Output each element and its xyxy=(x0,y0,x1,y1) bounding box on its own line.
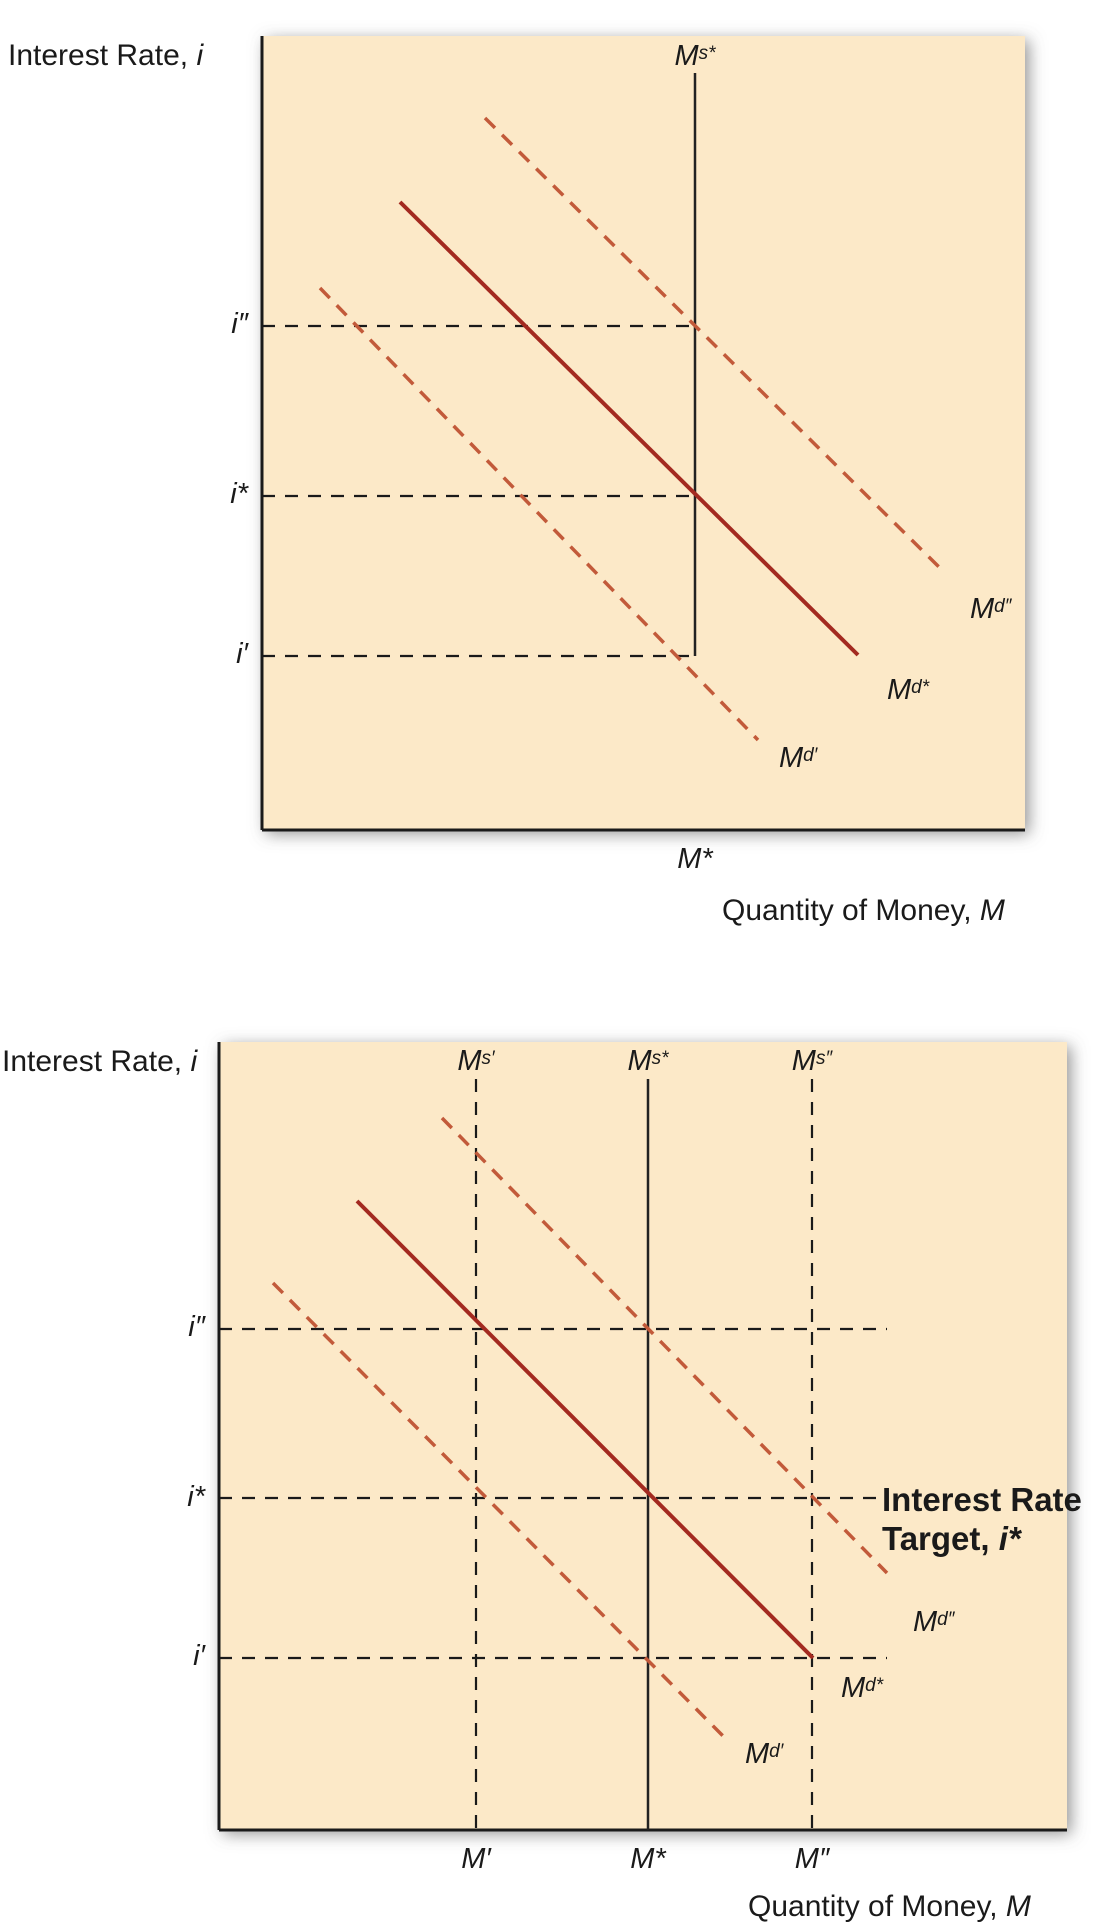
svg-text:Quantity of Money, M: Quantity of Money, M xyxy=(748,1890,1031,1923)
svg-text:Target, i*: Target, i* xyxy=(882,1520,1023,1557)
svg-text:M*: M* xyxy=(677,843,714,875)
svg-text:i*: i* xyxy=(187,1481,206,1513)
svg-text:i″: i″ xyxy=(231,308,249,340)
svg-text:Interest Rate: Interest Rate xyxy=(882,1481,1082,1518)
svg-text:Interest Rate, i: Interest Rate, i xyxy=(8,39,204,72)
svg-text:i′: i′ xyxy=(236,638,249,670)
svg-text:i′: i′ xyxy=(193,1640,206,1672)
svg-text:Quantity of Money, M: Quantity of Money, M xyxy=(722,894,1005,927)
svg-text:M*: M* xyxy=(630,1843,667,1875)
svg-text:i*: i* xyxy=(230,478,249,510)
svg-text:M″: M″ xyxy=(795,1843,831,1875)
svg-text:M′: M′ xyxy=(461,1843,492,1875)
svg-text:i″: i″ xyxy=(188,1311,206,1343)
svg-text:Interest Rate, i: Interest Rate, i xyxy=(2,1045,198,1078)
